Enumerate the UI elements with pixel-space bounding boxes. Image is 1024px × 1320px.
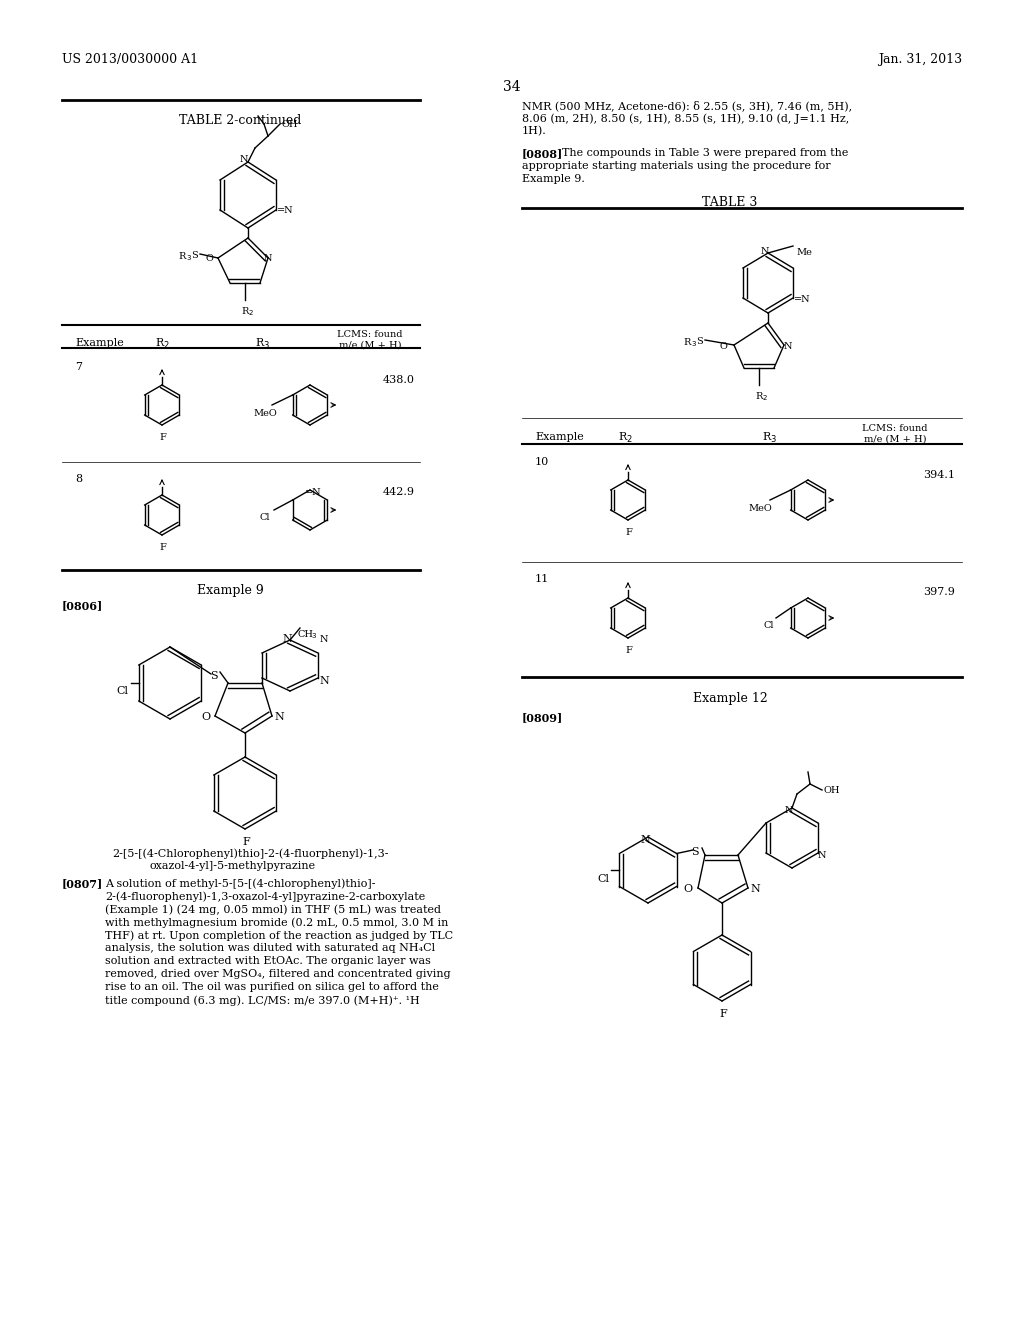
Text: rise to an oil. The oil was purified on silica gel to afford the: rise to an oil. The oil was purified on … (105, 982, 439, 993)
Text: N: N (750, 884, 760, 894)
Text: =N: =N (794, 294, 811, 304)
Text: 2: 2 (163, 341, 168, 350)
Text: 2-[5-[(4-Chlorophenyl)thio]-2-(4-fluorphenyl)-1,3-: 2-[5-[(4-Chlorophenyl)thio]-2-(4-fluorph… (112, 847, 388, 858)
Text: N: N (283, 634, 292, 644)
Text: solution and extracted with EtOAc. The organic layer was: solution and extracted with EtOAc. The o… (105, 956, 431, 966)
Text: Example: Example (535, 432, 584, 442)
Text: Cl: Cl (260, 513, 270, 521)
Text: 3: 3 (770, 436, 775, 444)
Text: R: R (755, 392, 763, 401)
Text: R: R (618, 432, 627, 442)
Text: with methylmagnesium bromide (0.2 mL, 0.5 mmol, 3.0 M in: with methylmagnesium bromide (0.2 mL, 0.… (105, 917, 449, 928)
Text: A solution of methyl-5-[5-[(4-chlorophenyl)thio]-: A solution of methyl-5-[5-[(4-chlorophen… (105, 878, 376, 888)
Text: Example 9: Example 9 (197, 583, 263, 597)
Text: Example 12: Example 12 (692, 692, 767, 705)
Text: removed, dried over MgSO₄, filtered and concentrated giving: removed, dried over MgSO₄, filtered and … (105, 969, 451, 979)
Text: 394.1: 394.1 (923, 470, 955, 480)
Text: 397.9: 397.9 (923, 587, 955, 597)
Text: 8: 8 (75, 474, 82, 484)
Text: OH: OH (282, 120, 299, 129)
Text: The compounds in Table 3 were prepared from the: The compounds in Table 3 were prepared f… (562, 148, 848, 158)
Text: S: S (696, 337, 702, 346)
Text: MeO: MeO (253, 409, 276, 418)
Text: O: O (201, 711, 210, 722)
Text: N: N (240, 154, 248, 164)
Text: O: O (205, 253, 213, 263)
Text: [0809]: [0809] (522, 711, 563, 723)
Text: F: F (625, 645, 632, 655)
Text: Cl: Cl (597, 874, 609, 884)
Text: title compound (6.3 mg). LC/MS: m/e 397.0 (M+H)⁺. ¹H: title compound (6.3 mg). LC/MS: m/e 397.… (105, 995, 420, 1006)
Text: 2-(4-fluorophenyl)-1,3-oxazol-4-yl]pyrazine-2-carboxylate: 2-(4-fluorophenyl)-1,3-oxazol-4-yl]pyraz… (105, 891, 425, 902)
Text: [0808]: [0808] (522, 148, 563, 158)
Text: Cl: Cl (763, 620, 773, 630)
Text: N: N (784, 342, 793, 351)
Text: N: N (274, 711, 284, 722)
Text: 1H).: 1H). (522, 125, 547, 136)
Text: analysis, the solution was diluted with saturated aq NH₄Cl: analysis, the solution was diluted with … (105, 942, 435, 953)
Text: appropriate starting materials using the procedure for: appropriate starting materials using the… (522, 161, 830, 172)
Text: F: F (159, 433, 166, 442)
Text: 10: 10 (535, 457, 549, 467)
Text: 2: 2 (249, 310, 253, 315)
Text: F: F (242, 837, 250, 847)
Text: R: R (762, 432, 770, 442)
Text: N: N (818, 851, 826, 861)
Text: 3: 3 (691, 341, 695, 347)
Text: N: N (319, 676, 329, 686)
Text: Cl: Cl (117, 686, 129, 696)
Text: 3: 3 (186, 255, 190, 261)
Text: 11: 11 (535, 574, 549, 583)
Text: LCMS: found: LCMS: found (337, 330, 402, 339)
Text: R: R (683, 338, 690, 347)
Text: Me: Me (796, 248, 812, 257)
Text: Example: Example (75, 338, 124, 348)
Text: CH: CH (297, 630, 313, 639)
Text: =N: =N (278, 206, 294, 215)
Text: S: S (191, 251, 198, 260)
Text: O: O (683, 884, 692, 894)
Text: N: N (319, 635, 329, 644)
Text: OH: OH (824, 785, 841, 795)
Text: NMR (500 MHz, Acetone-d6): δ 2.55 (s, 3H), 7.46 (m, 5H),: NMR (500 MHz, Acetone-d6): δ 2.55 (s, 3H… (522, 100, 852, 111)
Text: 2: 2 (626, 436, 631, 444)
Text: R: R (255, 338, 263, 348)
Text: US 2013/0030000 A1: US 2013/0030000 A1 (62, 53, 198, 66)
Text: O: O (720, 342, 728, 351)
Text: MeO: MeO (748, 504, 772, 513)
Text: 2: 2 (763, 395, 767, 401)
Text: N: N (761, 247, 769, 256)
Text: Example 9.: Example 9. (522, 174, 585, 183)
Text: N: N (640, 836, 650, 845)
Text: LCMS: found: LCMS: found (862, 424, 928, 433)
Text: R: R (155, 338, 163, 348)
Text: F: F (719, 1008, 727, 1019)
Text: N: N (784, 807, 794, 814)
Text: 7: 7 (75, 362, 82, 372)
Text: S: S (691, 847, 698, 857)
Text: TABLE 2-continued: TABLE 2-continued (179, 114, 301, 127)
Text: 442.9: 442.9 (383, 487, 415, 498)
Text: R: R (241, 308, 249, 315)
Text: [0807]: [0807] (62, 878, 103, 888)
Text: 8.06 (m, 2H), 8.50 (s, 1H), 8.55 (s, 1H), 9.10 (d, J=1.1 Hz,: 8.06 (m, 2H), 8.50 (s, 1H), 8.55 (s, 1H)… (522, 114, 849, 124)
Text: F: F (625, 528, 632, 537)
Text: m/e (M + H): m/e (M + H) (339, 341, 401, 350)
Text: Jan. 31, 2013: Jan. 31, 2013 (878, 53, 962, 66)
Text: 3: 3 (263, 341, 268, 350)
Text: oxazol-4-yl]-5-methylpyrazine: oxazol-4-yl]-5-methylpyrazine (150, 861, 316, 871)
Text: 34: 34 (503, 81, 521, 94)
Text: N: N (264, 253, 272, 263)
Text: (Example 1) (24 mg, 0.05 mmol) in THF (5 mL) was treated: (Example 1) (24 mg, 0.05 mmol) in THF (5… (105, 904, 441, 915)
Text: [0806]: [0806] (62, 601, 103, 611)
Text: S: S (210, 671, 218, 681)
Text: 438.0: 438.0 (383, 375, 415, 385)
Text: R: R (178, 252, 185, 261)
Text: =N: =N (305, 488, 322, 498)
Text: 3: 3 (311, 634, 315, 639)
Text: F: F (159, 543, 166, 552)
Text: m/e (M + H): m/e (M + H) (864, 436, 927, 444)
Text: THF) at rt. Upon completion of the reaction as judged by TLC: THF) at rt. Upon completion of the react… (105, 931, 454, 941)
Text: TABLE 3: TABLE 3 (702, 195, 758, 209)
